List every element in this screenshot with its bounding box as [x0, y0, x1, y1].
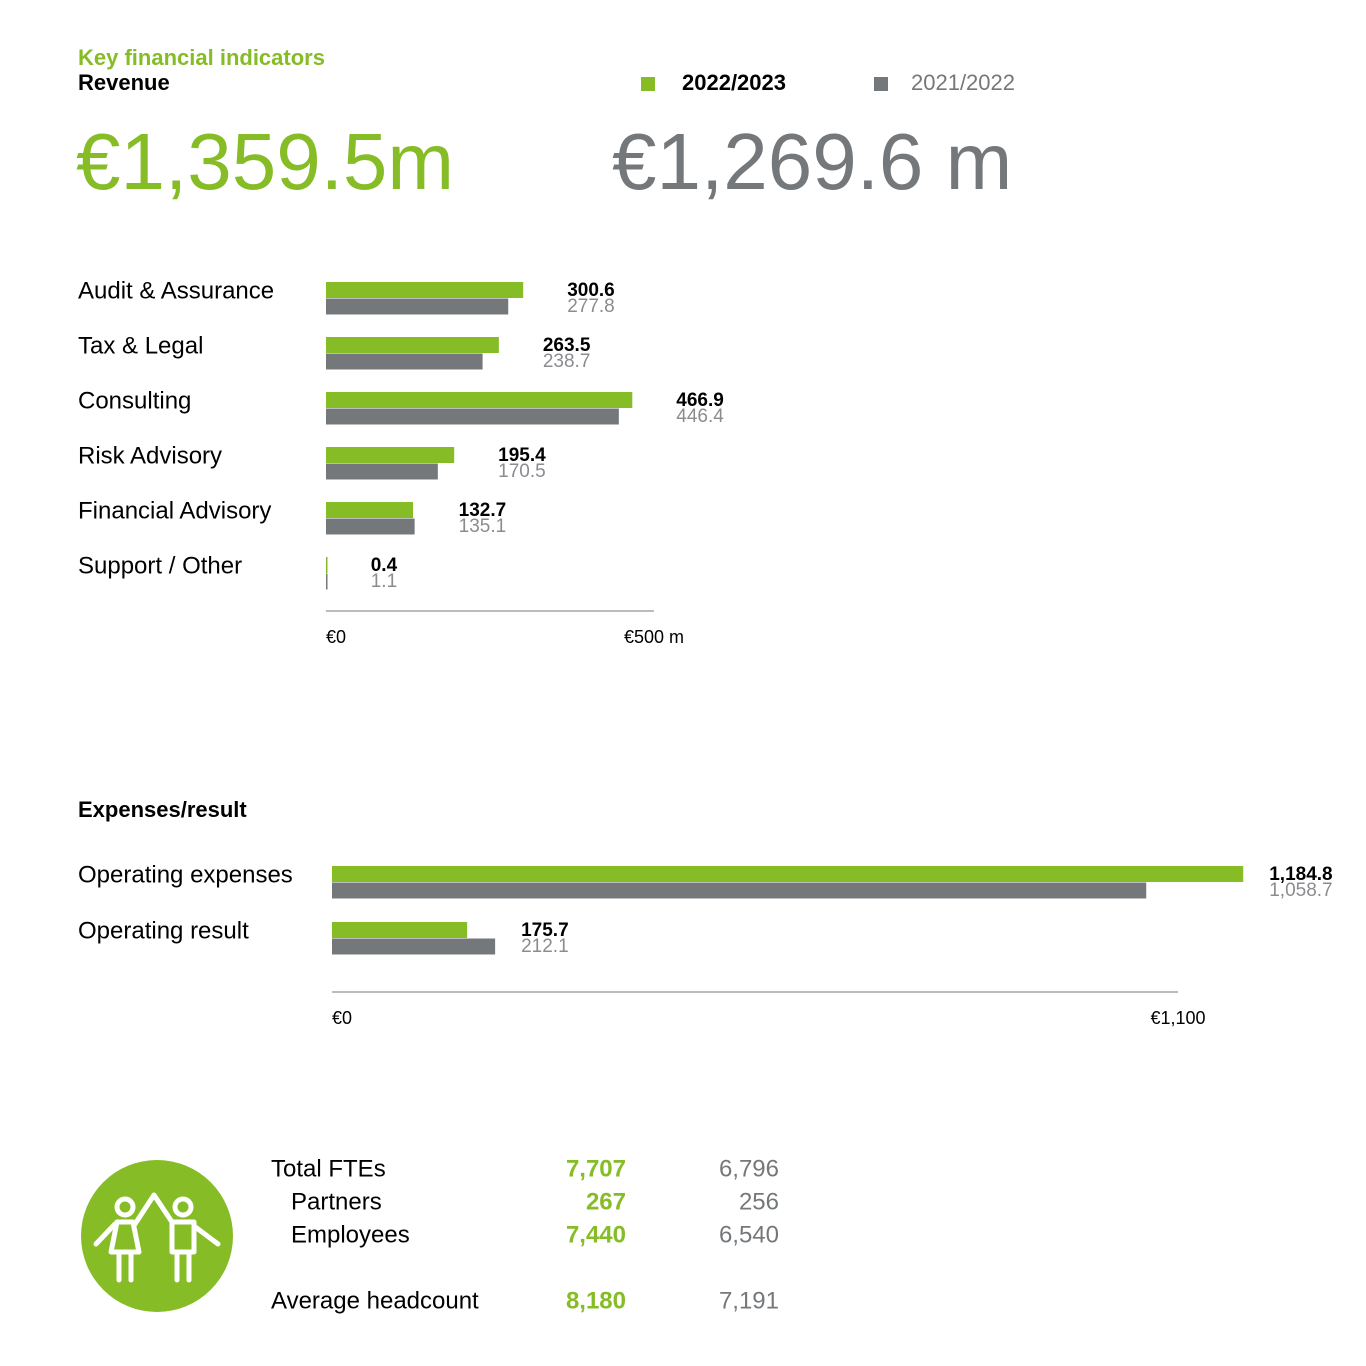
value-label: 300.6	[567, 280, 615, 301]
bar	[326, 408, 619, 425]
bar	[326, 337, 499, 353]
current-value: 267	[586, 1188, 626, 1215]
bar	[326, 557, 328, 573]
bar	[326, 298, 509, 315]
bar	[332, 866, 1244, 882]
bar	[326, 573, 328, 590]
value-label: 466.9	[676, 390, 724, 411]
chart-title: Expenses/result	[78, 797, 247, 822]
bar	[326, 463, 438, 480]
category-label: Operating expenses	[78, 861, 293, 888]
x-tick-label: €500 m	[624, 627, 684, 647]
total-previous: €1,269.6 m	[612, 117, 1012, 206]
value-label: 0.4	[371, 555, 398, 576]
value-label: 238.7	[543, 351, 591, 372]
value-label: 195.4	[498, 445, 546, 466]
current-value: 8,180	[566, 1287, 626, 1314]
value-label: 135.1	[459, 516, 507, 537]
category-label: Risk Advisory	[78, 442, 222, 469]
bar	[332, 938, 496, 955]
value-label: 132.7	[459, 500, 507, 521]
value-label: 1.1	[371, 571, 397, 592]
previous-value: 6,796	[719, 1155, 779, 1182]
kicker: Key financial indicators	[78, 45, 325, 70]
row-label: Total FTEs	[271, 1155, 386, 1182]
category-label: Support / Other	[78, 552, 242, 579]
bar	[326, 447, 455, 463]
category-label: Financial Advisory	[78, 497, 271, 524]
people-icon	[81, 1160, 233, 1312]
category-label: Operating result	[78, 917, 249, 944]
value-label: 263.5	[543, 335, 591, 356]
bar	[332, 922, 468, 938]
x-tick-label: €0	[326, 627, 346, 647]
previous-value: 6,540	[719, 1221, 779, 1248]
value-label: 1,058.7	[1269, 880, 1332, 901]
value-label: 1,184.8	[1269, 864, 1332, 885]
value-label: 170.5	[498, 461, 546, 482]
previous-value: 7,191	[719, 1287, 779, 1314]
legend-label: 2022/2023	[682, 70, 786, 95]
bar	[326, 353, 483, 370]
value-label: 175.7	[521, 920, 569, 941]
value-label: 446.4	[676, 406, 724, 427]
current-value: 7,440	[566, 1221, 626, 1248]
bar	[326, 518, 415, 535]
value-label: 212.1	[521, 936, 569, 957]
bar	[332, 882, 1147, 899]
category-label: Audit & Assurance	[78, 277, 274, 304]
x-tick-label: €1,100	[1150, 1008, 1205, 1028]
chart-title: Revenue	[78, 70, 170, 95]
current-value: 7,707	[566, 1155, 626, 1182]
legend-swatch	[641, 77, 655, 91]
total-current: €1,359.5m	[76, 117, 454, 206]
legend-swatch	[874, 77, 888, 91]
value-label: 277.8	[567, 296, 615, 317]
legend-label: 2021/2022	[911, 70, 1015, 95]
x-tick-label: €0	[332, 1008, 352, 1028]
previous-value: 256	[739, 1188, 779, 1215]
category-label: Tax & Legal	[78, 332, 203, 359]
category-label: Consulting	[78, 387, 191, 414]
row-label: Partners	[291, 1188, 382, 1215]
bar	[326, 392, 633, 408]
bar	[326, 502, 414, 518]
row-label: Average headcount	[271, 1287, 479, 1314]
bar	[326, 282, 524, 298]
row-label: Employees	[291, 1221, 410, 1248]
